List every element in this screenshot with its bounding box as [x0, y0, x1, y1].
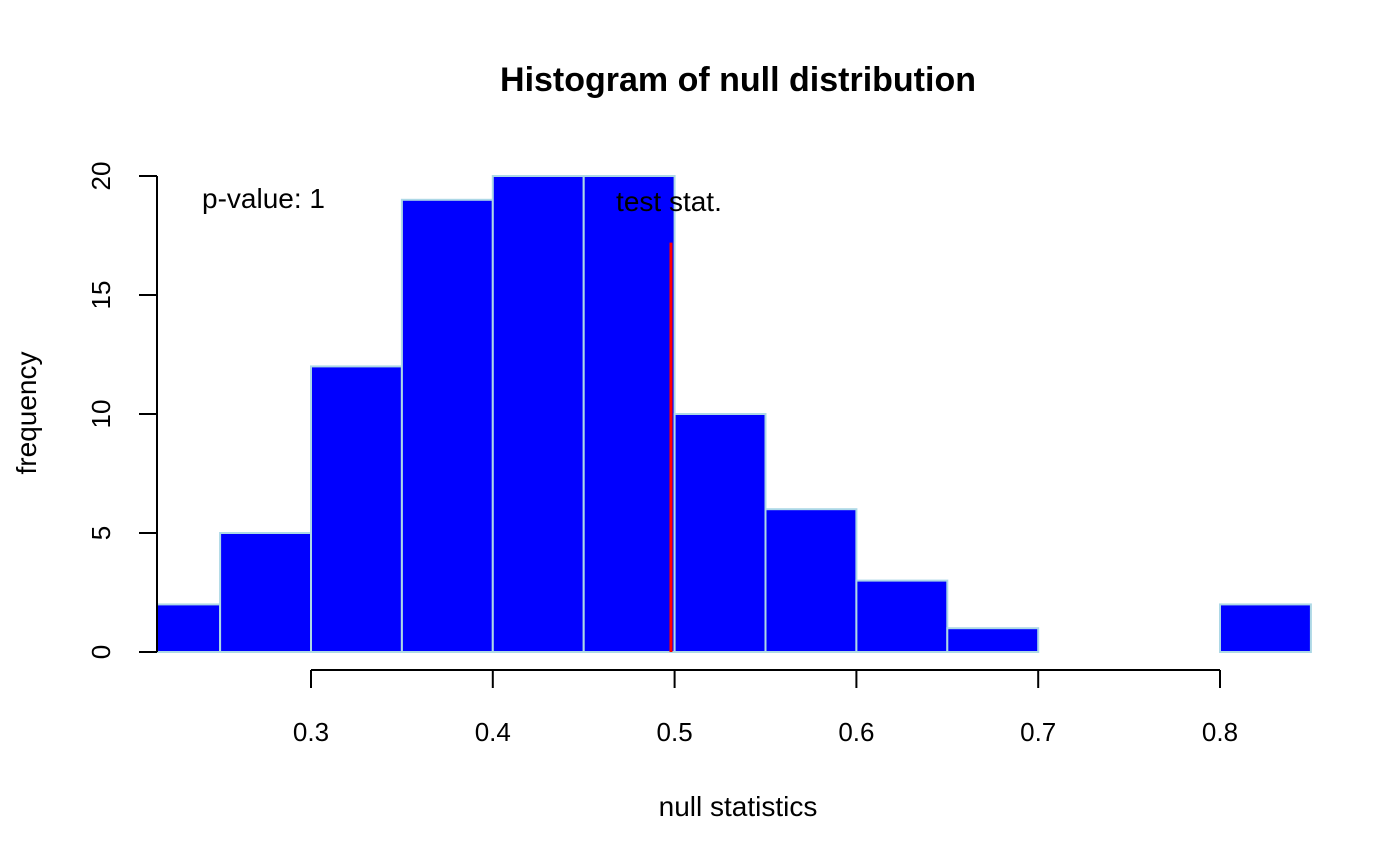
y-tick-label: 10 — [86, 400, 116, 429]
histogram-bar — [1219, 603, 1312, 654]
y-axis-label: frequency — [11, 352, 42, 475]
histogram-bar — [855, 579, 949, 653]
histogram-bar — [491, 175, 585, 653]
histogram-bar — [156, 603, 222, 654]
x-tick-label: 0.4 — [475, 717, 511, 747]
y-tick-label: 15 — [86, 281, 116, 310]
chart-title: Histogram of null distribution — [500, 61, 976, 99]
x-tick-label: 0.7 — [1020, 717, 1056, 747]
x-axis: 0.3 0.4 0.5 0.6 0.7 0.8 — [293, 669, 1238, 747]
p-value-text: p-value: 1 — [202, 183, 325, 214]
x-axis-label: null statistics — [659, 791, 818, 822]
y-tick-label: 5 — [86, 526, 116, 540]
x-tick-label: 0.6 — [838, 717, 874, 747]
test-stat-label: test stat. — [616, 186, 722, 217]
histogram-bars — [156, 175, 1312, 654]
histogram-bar — [946, 627, 1040, 654]
histogram-bar — [673, 413, 767, 653]
histogram-bar — [310, 365, 403, 653]
y-axis: 0 5 10 15 20 — [86, 162, 158, 659]
histogram-bar — [400, 198, 494, 654]
histogram-bar — [582, 175, 676, 653]
histogram-bar — [764, 508, 858, 654]
x-tick-label: 0.3 — [293, 717, 329, 747]
histogram-bar — [219, 532, 313, 653]
y-tick-label: 0 — [86, 645, 116, 659]
x-tick-label: 0.5 — [657, 717, 693, 747]
y-tick-label: 20 — [86, 162, 116, 191]
x-tick-label: 0.8 — [1202, 717, 1238, 747]
